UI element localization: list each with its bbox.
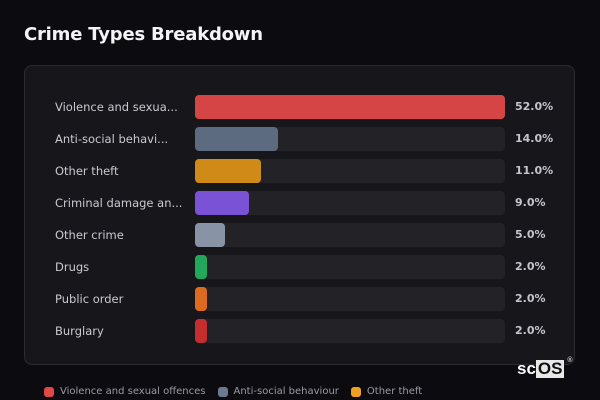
value-label: 2.0% [515,260,546,273]
value-label: 2.0% [515,324,546,337]
bar-track [195,95,505,119]
bar-track [195,255,505,279]
bar-track [195,127,505,151]
category-label: Drugs [55,260,90,274]
legend-item[interactable]: Other theft [350,386,423,397]
bar[interactable] [195,95,505,119]
bar-row[interactable]: Public order 2.0% [25,287,574,311]
bar[interactable] [195,159,261,183]
legend-swatch-icon [350,386,361,397]
legend-label: Anti-social behaviour [233,386,339,397]
page-title: Crime Types Breakdown [24,24,263,45]
bar-track [195,319,505,343]
legend-swatch-icon [217,386,228,397]
bar-row[interactable]: Burglary 2.0% [25,319,574,343]
value-label: 14.0% [515,132,554,145]
bar[interactable] [195,191,249,215]
legend-label: Other theft [366,386,423,397]
bar-row[interactable]: Anti-social behavi... 14.0% [25,127,574,151]
bar[interactable] [195,127,279,151]
legend-item[interactable]: Anti-social behaviour [217,386,339,397]
bar-row[interactable]: Drugs 2.0% [25,255,574,279]
bar-track [195,159,505,183]
bar[interactable] [195,223,225,247]
bar[interactable] [195,287,207,311]
category-label: Burglary [55,324,104,338]
bar-track [195,287,505,311]
registered-mark: ® [567,357,573,364]
value-label: 5.0% [515,228,546,241]
legend-item[interactable]: Violence and sexual offences [44,386,206,397]
bar-row[interactable]: Other crime 5.0% [25,223,574,247]
legend-label: Violence and sexual offences [60,386,206,397]
bar-row[interactable]: Violence and sexua... 52.0% [25,95,574,119]
legend-swatch-icon [44,386,54,397]
category-label: Other crime [55,228,124,242]
legend: Violence and sexual offences Anti-social … [44,386,422,397]
chart-card: Violence and sexua... 52.0% Anti-social be… [24,65,575,365]
category-label: Anti-social behavi... [55,132,169,146]
value-label: 2.0% [515,292,546,305]
logo-text-sc: sc [517,359,536,378]
category-label: Violence and sexua... [55,100,178,114]
value-label: 11.0% [515,164,554,177]
bar[interactable] [195,255,207,279]
bar[interactable] [195,319,207,343]
category-label: Public order [55,292,124,306]
category-label: Other theft [55,164,119,178]
bar-track [195,191,505,215]
value-label: 9.0% [515,196,546,209]
bar-row[interactable]: Criminal damage an... 9.0% [25,191,574,215]
bar-row[interactable]: Other theft 11.0% [25,159,574,183]
watermark-logo: sc OS ® [517,357,572,379]
category-label: Criminal damage an... [55,196,183,210]
bar-track [195,223,505,247]
value-label: 52.0% [515,100,554,113]
logo-text-os: OS [535,359,565,378]
